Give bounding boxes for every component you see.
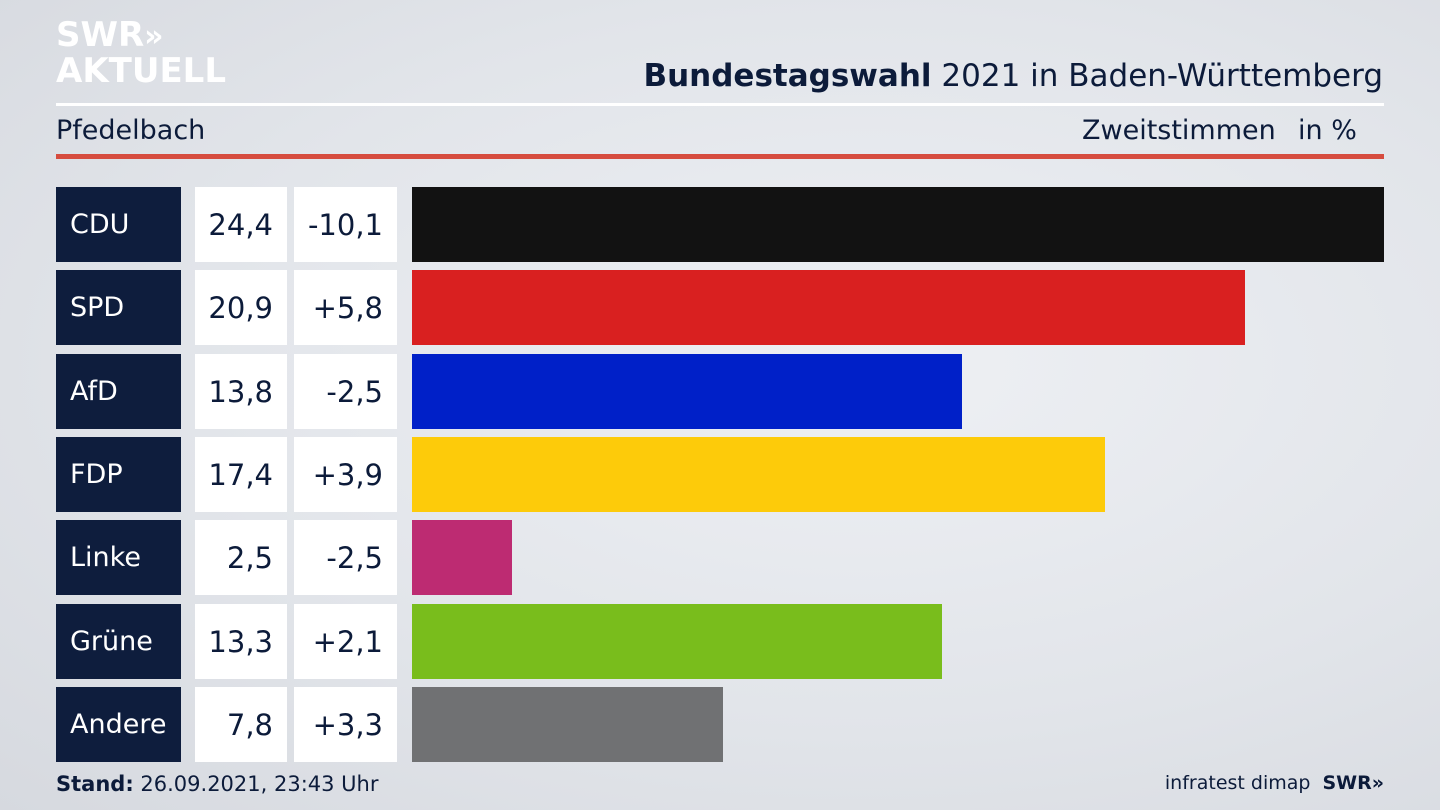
diff-label: +5,8 (294, 270, 397, 345)
header-divider (56, 103, 1384, 106)
bar (412, 604, 942, 679)
source-label: infratest dimap (1164, 772, 1311, 794)
party-row: FDP 17,4 +3,9 (0, 437, 1440, 512)
value-label: 7,8 (195, 687, 287, 762)
party-label: SPD (56, 270, 181, 345)
value-label: 17,4 (195, 437, 287, 512)
measure-label: Zweitstimmen (1082, 115, 1276, 146)
subtitle-divider (56, 154, 1384, 159)
chart-title-bold: Bundestagswahl (643, 58, 932, 94)
diff-label: +3,3 (294, 687, 397, 762)
unit-label: in % (1298, 115, 1357, 146)
bar (412, 687, 723, 762)
party-row: SPD 20,9 +5,8 (0, 270, 1440, 345)
bar (412, 187, 1384, 262)
party-row: Andere 7,8 +3,3 (0, 687, 1440, 762)
bar (412, 520, 512, 595)
stand-value: 26.09.2021, 23:43 Uhr (133, 772, 379, 796)
timestamp: Stand: 26.09.2021, 23:43 Uhr (56, 772, 379, 796)
party-row: Grüne 13,3 +2,1 (0, 604, 1440, 679)
value-label: 24,4 (195, 187, 287, 262)
party-label: Grüne (56, 604, 181, 679)
party-row: Linke 2,5 -2,5 (0, 520, 1440, 595)
diff-label: -2,5 (294, 520, 397, 595)
bar (412, 437, 1105, 512)
source-credit: infratest dimap SWR» (1165, 772, 1384, 794)
stand-label: Stand: (56, 772, 134, 796)
party-label: Andere (56, 687, 181, 762)
diff-label: +3,9 (294, 437, 397, 512)
value-label: 13,3 (195, 604, 287, 679)
logo-swr-text: SWR (56, 15, 145, 55)
party-label: CDU (56, 187, 181, 262)
diff-label: -10,1 (294, 187, 397, 262)
diff-label: -2,5 (294, 354, 397, 429)
party-row: CDU 24,4 -10,1 (0, 187, 1440, 262)
bar (412, 354, 962, 429)
swr-small-logo: SWR» (1322, 772, 1384, 794)
party-row: AfD 13,8 -2,5 (0, 354, 1440, 429)
value-label: 13,8 (195, 354, 287, 429)
chart-title: Bundestagswahl 2021 in Baden-Württemberg (643, 58, 1383, 94)
value-label: 2,5 (195, 520, 287, 595)
location-label: Pfedelbach (56, 115, 206, 146)
bar (412, 270, 1245, 345)
party-label: Linke (56, 520, 181, 595)
chart-title-rest: 2021 in Baden-Württemberg (931, 58, 1383, 94)
party-label: AfD (56, 354, 181, 429)
value-label: 20,9 (195, 270, 287, 345)
diff-label: +2,1 (294, 604, 397, 679)
swr-aktuell-logo: SWR» AKTUELL (56, 18, 226, 88)
logo-aktuell-text: AKTUELL (56, 51, 227, 91)
party-label: FDP (56, 437, 181, 512)
